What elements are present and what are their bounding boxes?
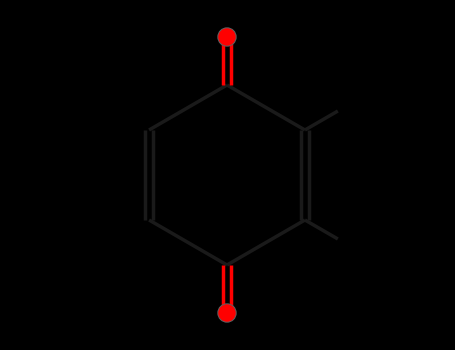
Circle shape — [218, 304, 236, 322]
Circle shape — [219, 305, 235, 321]
Circle shape — [218, 28, 236, 46]
Circle shape — [219, 29, 235, 45]
